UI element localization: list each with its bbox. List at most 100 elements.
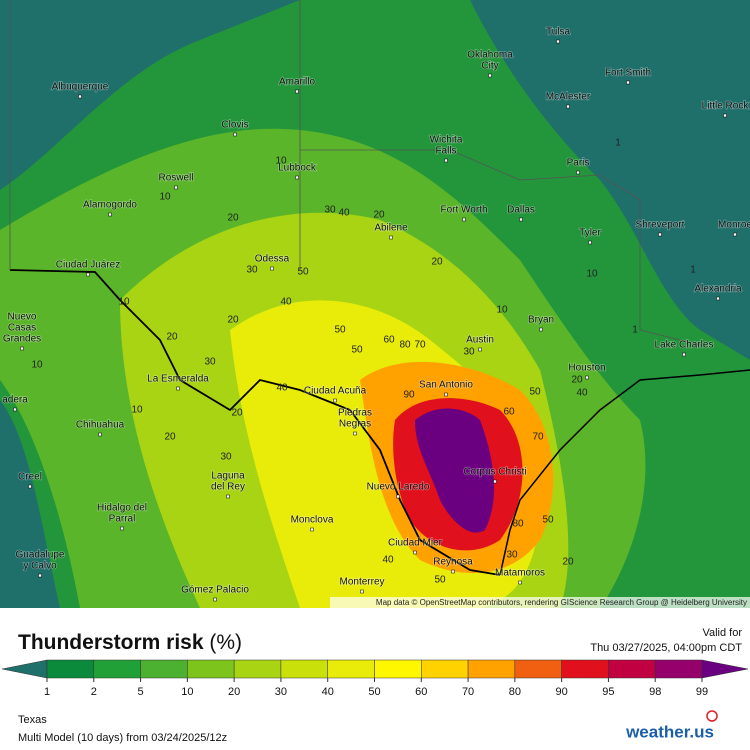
colorbar-tick-label: 95 [602,686,614,698]
region: Texas [18,714,47,726]
city-label: La Esmeralda [147,374,209,385]
city-label: Chihuahua [76,420,125,431]
model: Multi Model (10 days) from 03/24/2025/12… [18,732,227,744]
colorbar-tick-label: 50 [368,686,380,698]
contour-label: 30 [204,357,216,368]
city-dot [389,235,393,240]
colorbar-tick-label: 99 [696,686,708,698]
city-dot [396,494,400,499]
city-label: Tyler [579,228,601,239]
contour-label: 10 [496,305,508,316]
colorbar-arrow-high [701,659,749,679]
city-label: Monterrey [339,577,384,588]
contour-label: 10 [159,192,171,203]
city-label: Nuevo [8,312,37,323]
city-label: Ciudad Acuña [304,386,367,397]
contour-label: 20 [373,210,385,221]
colorbar-tick-label: 10 [181,686,193,698]
city-label: Nuevo Laredo [367,482,430,493]
city-dot [519,217,523,222]
city-dot [353,431,357,436]
logo: weather.us [625,722,714,741]
city-label: Bryan [528,315,554,326]
colorbar-segment [187,659,235,679]
city-dot [566,104,570,109]
city-label: Corpus Christi [463,467,526,478]
city-dot [86,272,90,277]
contour-label: 10 [586,269,598,280]
colorbar-segment [374,659,422,679]
city-dot [518,580,522,585]
contour-label: 60 [383,335,395,346]
city-label: McAlester [546,92,591,103]
title: Thunderstorm risk (%) [18,631,242,654]
title-text: Thunderstorm risk [18,631,204,654]
city-label: San Antonio [419,380,473,391]
contour-label: 50 [334,325,346,336]
city-dot [539,327,543,332]
colorbar-tick-label: 20 [228,686,240,698]
contour-label: 30 [246,265,258,276]
city-dot [78,94,82,99]
city-label: del Rey [211,482,245,493]
contour-label: 80 [512,519,524,530]
city-label: Oklahoma [467,50,513,61]
city-label: Monclova [291,515,334,526]
contour-label: 1 [690,265,696,276]
city-dot [226,494,230,499]
contour-label: 70 [414,340,426,351]
city-label: Wichita [430,135,463,146]
contour-label: 30 [324,205,336,216]
city-dot [108,212,112,217]
city-dot [451,569,455,574]
colorbar-segment [233,659,282,679]
contour-label: 40 [576,388,588,399]
city-label: Creel [18,472,42,483]
colorbar-segment [93,659,141,679]
city-dot [576,170,580,175]
city-label: Parral [109,514,136,525]
contour-label: 10 [275,156,287,167]
city-label: Fort Smith [605,68,651,79]
city-label: y Calvo [23,561,57,572]
city-dot [658,232,662,237]
city-dot [723,113,727,118]
colorbar-segment [46,659,95,679]
contour-label: 10 [118,297,130,308]
city-label: Ciudad Juárez [56,260,120,271]
city-label: Ciudad Mier [388,538,443,549]
city-dot [270,266,274,271]
logo-sun [706,710,718,722]
contour-label: 20 [227,213,239,224]
city-label: Amarillo [279,77,316,88]
colorbar-segment [421,659,469,679]
colorbar-tick-label: 30 [275,686,287,698]
colorbar-tick-label: 40 [322,686,334,698]
city-dot [333,398,337,403]
contour-label: 10 [31,360,43,371]
city-dot [295,89,299,94]
colorbar-arrow-low [1,659,48,679]
city-dot [13,407,17,412]
city-dot [98,432,102,437]
city-dot [682,352,686,357]
city-label: adera [2,395,28,406]
contour-label: 20 [164,432,176,443]
legend-panel: Thunderstorm risk (%) Valid for Thu 03/2… [1,627,749,744]
city-label: Reynosa [433,557,473,568]
city-label: Tulsa [546,27,571,38]
contour-label: 1 [615,138,621,149]
colorbar-tick-label: 98 [649,686,661,698]
city-dot [310,527,314,532]
city-label: Alamogordo [83,200,137,211]
attribution-bg [330,597,750,608]
colorbar-tick-label: 2 [91,686,97,698]
city-dot [585,375,589,380]
colorbar-segment [654,659,703,679]
colorbar-tick-label: 90 [556,686,568,698]
contour-label: 20 [231,408,243,419]
contour-label: 1 [632,325,638,336]
coastline [499,369,750,576]
